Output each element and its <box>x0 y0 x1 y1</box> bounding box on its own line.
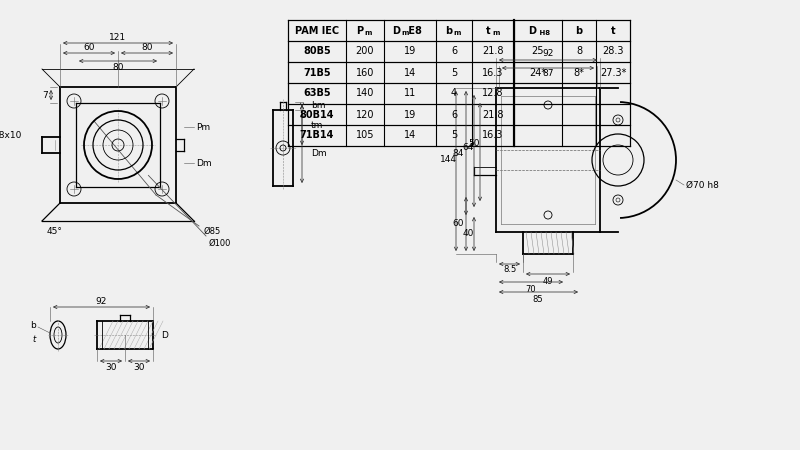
Text: 160: 160 <box>356 68 374 77</box>
Text: 84: 84 <box>452 149 464 158</box>
Text: tm: tm <box>311 121 323 130</box>
Text: 21.8: 21.8 <box>482 46 504 57</box>
Text: 4: 4 <box>451 89 457 99</box>
Text: 71B14: 71B14 <box>300 130 334 140</box>
Text: 14: 14 <box>404 68 416 77</box>
Text: 5: 5 <box>451 68 457 77</box>
Text: 25: 25 <box>532 46 544 57</box>
Text: t: t <box>486 26 491 36</box>
Text: 144: 144 <box>439 156 457 165</box>
Text: 6: 6 <box>451 109 457 120</box>
Text: 8.5: 8.5 <box>503 266 516 274</box>
Text: m: m <box>402 30 409 36</box>
Text: 8: 8 <box>576 46 582 57</box>
Text: t: t <box>610 26 615 36</box>
Text: 45°: 45° <box>47 226 63 235</box>
Text: bm: bm <box>311 102 326 111</box>
Text: 92: 92 <box>542 49 554 58</box>
Text: Ø70 h8: Ø70 h8 <box>686 180 719 189</box>
Text: t: t <box>33 336 36 345</box>
Text: 19: 19 <box>404 109 416 120</box>
Text: 12.8: 12.8 <box>482 89 504 99</box>
Text: 140: 140 <box>356 89 374 99</box>
Text: 14: 14 <box>404 130 416 140</box>
Text: 7: 7 <box>42 90 48 99</box>
Text: M8x10: M8x10 <box>0 130 22 140</box>
Text: P: P <box>356 26 363 36</box>
Text: Dm: Dm <box>196 158 212 167</box>
Text: 80: 80 <box>142 44 153 53</box>
Text: D: D <box>528 26 536 36</box>
Text: Ø100: Ø100 <box>209 238 231 248</box>
Text: 11: 11 <box>404 89 416 99</box>
Text: 5: 5 <box>451 130 457 140</box>
Text: 85: 85 <box>533 294 543 303</box>
Text: Ø85: Ø85 <box>203 226 221 235</box>
Text: D: D <box>161 330 168 339</box>
Text: 30: 30 <box>134 363 145 372</box>
Text: 80B14: 80B14 <box>300 109 334 120</box>
Text: 8*: 8* <box>574 68 585 77</box>
Text: b: b <box>575 26 582 36</box>
Text: 28.3: 28.3 <box>602 46 624 57</box>
Text: 80B5: 80B5 <box>303 46 331 57</box>
Text: Pm: Pm <box>196 122 210 131</box>
Text: E8: E8 <box>405 26 422 36</box>
Text: 87: 87 <box>542 69 554 78</box>
Text: m: m <box>492 30 499 36</box>
Text: 16.3: 16.3 <box>482 130 504 140</box>
Text: 71B5: 71B5 <box>303 68 331 77</box>
Text: 60: 60 <box>452 220 464 229</box>
Text: 27.3*: 27.3* <box>600 68 626 77</box>
Text: 120: 120 <box>356 109 374 120</box>
Text: 200: 200 <box>356 46 374 57</box>
Text: 70: 70 <box>526 284 536 293</box>
Text: m: m <box>364 30 371 36</box>
Text: b: b <box>445 26 452 36</box>
Text: 64: 64 <box>462 144 474 153</box>
Text: 80: 80 <box>112 63 124 72</box>
Text: 6: 6 <box>451 46 457 57</box>
Text: 92: 92 <box>96 297 107 306</box>
Text: D: D <box>393 26 401 36</box>
Text: 24*: 24* <box>530 68 546 77</box>
Text: 60: 60 <box>83 44 94 53</box>
Text: m: m <box>453 30 460 36</box>
Text: b: b <box>30 320 36 329</box>
Text: 63B5: 63B5 <box>303 89 331 99</box>
Text: 121: 121 <box>110 33 126 42</box>
Text: H8: H8 <box>537 30 550 36</box>
Text: 19: 19 <box>404 46 416 57</box>
Text: 105: 105 <box>356 130 374 140</box>
Text: Dm: Dm <box>311 148 326 157</box>
Text: 50: 50 <box>468 140 480 148</box>
Text: 16.3: 16.3 <box>482 68 504 77</box>
Text: 21.8: 21.8 <box>482 109 504 120</box>
Text: 49: 49 <box>542 276 554 285</box>
Text: PAM IEC: PAM IEC <box>295 26 339 36</box>
Text: 40: 40 <box>462 230 474 238</box>
Text: 30: 30 <box>106 363 117 372</box>
